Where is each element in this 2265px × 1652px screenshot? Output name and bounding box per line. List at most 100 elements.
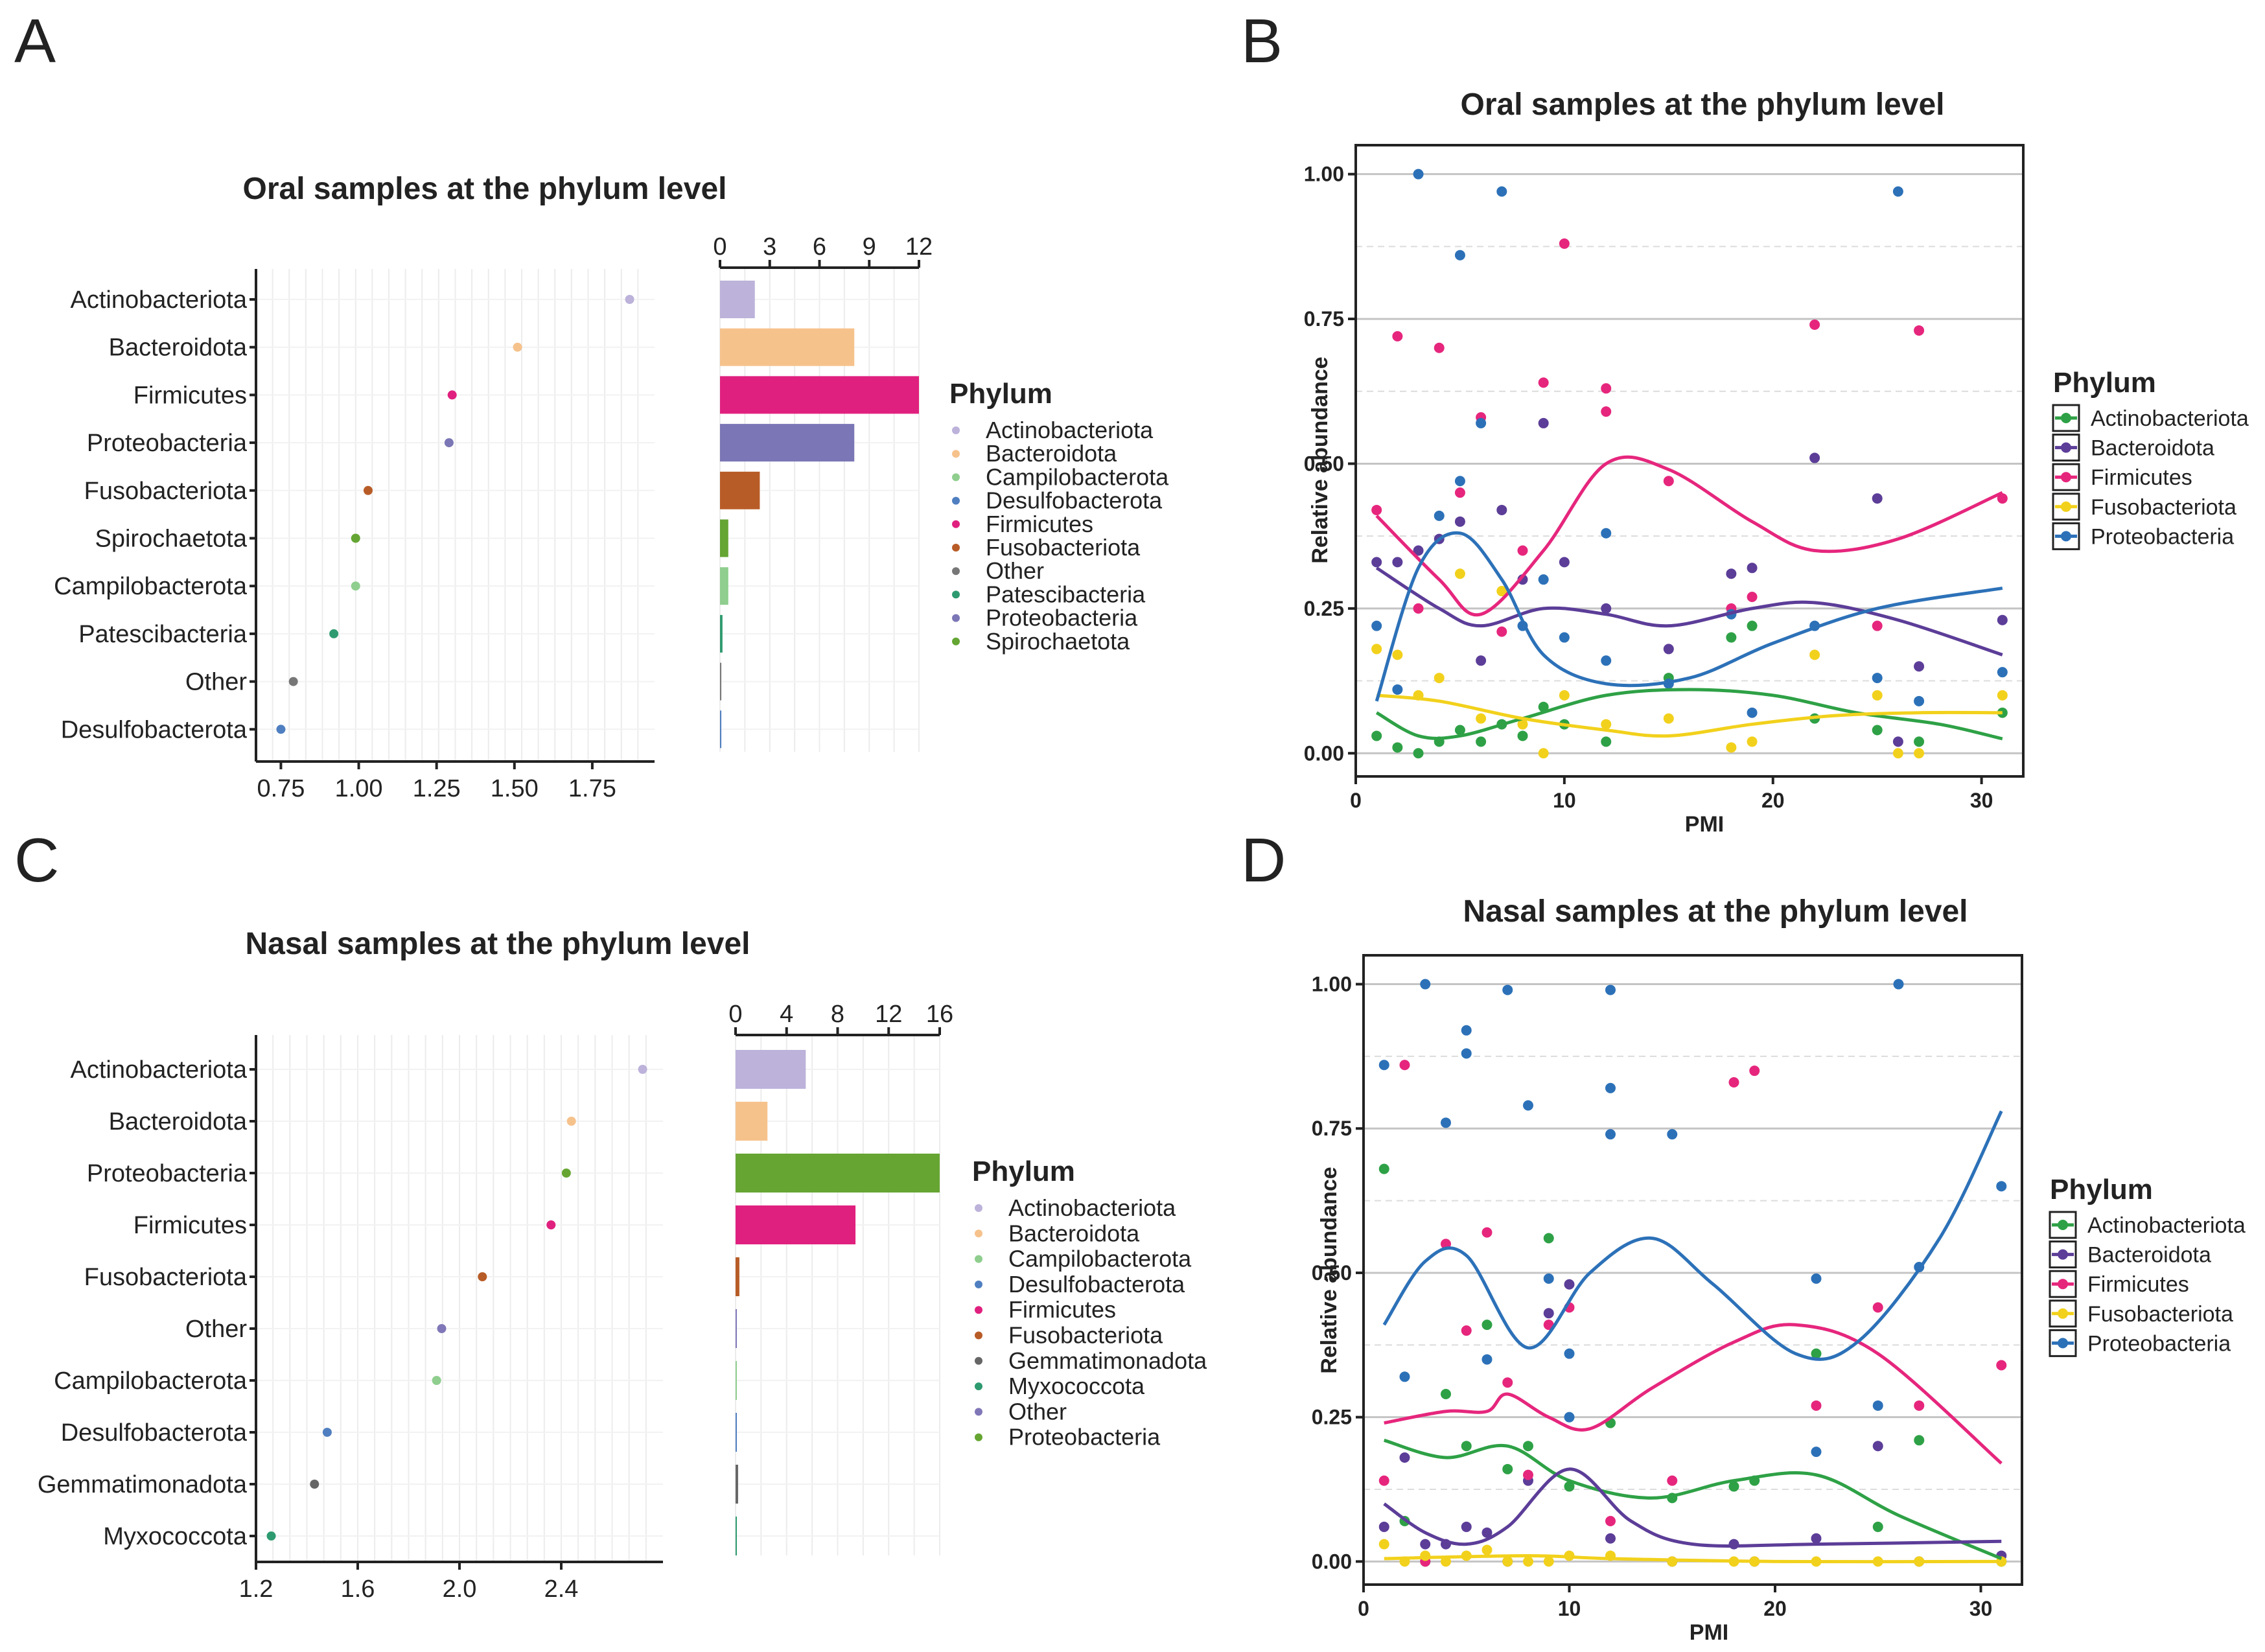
ts-point-firmicutes [1747,591,1758,602]
bar-campilobacterota [720,567,728,605]
ts-point-firmicutes [1399,1060,1410,1071]
ts-legend-dot-proteobacteria [2058,1338,2068,1349]
ts-point-bacteroidota [1726,568,1737,579]
ts-y-tick-label: 0.75 [1304,307,1344,331]
legend-key-campilobacterota [952,473,960,482]
ts-point-fusobacteriota [1543,1556,1554,1567]
ts-point-fusobacteriota [1892,748,1903,759]
ts-y-tick-label: 0.50 [1312,1261,1352,1285]
ts-point-fusobacteriota [1392,649,1403,660]
bar-x-tick-label: 16 [926,1001,953,1028]
ts-point-actinobacteriota [1872,725,1883,736]
ts-point-firmicutes [1392,331,1403,342]
ts-point-bacteroidota [1747,563,1758,574]
ts-point-bacteroidota [1420,1539,1431,1550]
ts-point-firmicutes [1667,1475,1678,1486]
ts-point-firmicutes [1872,620,1883,631]
ts-smooth-bacteroidota [1383,1467,2002,1548]
dot-category-label-actinobacteriota: Actinobacteriota [71,1056,248,1084]
legend-label-campilobacterota: Campilobacterota [1008,1246,1192,1272]
panel-label-a: A [14,6,56,76]
ts-point-firmicutes [1517,545,1528,556]
ts-point-proteobacteria [1872,673,1883,684]
panel-d-xlabel: PMI [1690,1620,1728,1645]
ts-point-actinobacteriota [1914,1435,1925,1446]
ts-point-fusobacteriota [1517,719,1528,730]
ts-x-tick-label: 10 [1553,789,1576,812]
ts-point-proteobacteria [1399,1371,1410,1382]
bar-gemmatimonadota [736,1465,738,1504]
legend-label-bacteroidota: Bacteroidota [1008,1220,1140,1246]
ts-point-firmicutes [1996,1360,2007,1371]
ts-point-actinobacteriota [1441,1389,1451,1400]
ts-point-bacteroidota [1872,1441,1883,1452]
ts-point-bacteroidota [1543,1308,1554,1319]
panel-label-c: C [14,826,59,895]
ts-smooth-actinobacteriota [1384,1438,2003,1561]
legend-title: Phylum [949,378,1052,410]
ts-point-actinobacteriota [1476,736,1487,747]
dot-point-campilobacterota [351,581,360,591]
ts-point-actinobacteriota [1461,1441,1472,1452]
ts-legend-title: Phylum [2053,367,2156,399]
legend-label-proteobacteria: Proteobacteria [1008,1424,1161,1450]
ts-point-fusobacteriota [1809,649,1820,660]
ts-point-fusobacteriota [1476,713,1487,724]
ts-point-bacteroidota [1914,661,1925,672]
ts-point-bacteroidota [1997,614,2008,625]
ts-plot-frame [1362,954,2023,1586]
legend-label-actinobacteriota: Actinobacteriota [986,417,1154,443]
ts-smooth-bacteroidota [1375,566,2003,657]
bar-bacteroidota [720,328,855,366]
ts-y-tick-label: 0.25 [1312,1406,1352,1429]
ts-smooth-fusobacteriota [1384,1553,2002,1564]
bar-actinobacteriota [720,281,755,318]
ts-smooth-proteobacteria [1375,531,2003,702]
ts-point-actinobacteriota [1454,725,1465,736]
bar-x-tick-label: 4 [780,1001,793,1028]
ts-legend-dot-fusobacteriota [2058,1308,2068,1319]
ts-plot-frame [1354,144,2025,778]
dot-point-patescibacteria [329,629,339,638]
ts-point-bacteroidota [1605,1533,1616,1544]
ts-legend-label-firmicutes: Firmicutes [2091,465,2192,490]
ts-point-bacteroidota [1809,452,1820,463]
ts-point-actinobacteriota [1371,730,1382,741]
ts-y-tick-label: 0.75 [1312,1117,1352,1140]
ts-point-fusobacteriota [1481,1544,1493,1555]
ts-point-proteobacteria [1811,1447,1822,1458]
ts-point-fusobacteriota [1601,719,1612,730]
panel-label-d: D [1241,826,1286,895]
ts-point-bacteroidota [1378,1521,1389,1532]
legend-key-actinobacteriota [952,426,960,434]
ts-legend-dot-bacteroidota [2058,1249,2068,1260]
ts-point-proteobacteria [1420,979,1431,990]
ts-point-firmicutes [1538,377,1549,388]
ts-point-proteobacteria [1605,1082,1616,1093]
ts-point-fusobacteriota [1872,690,1883,701]
dot-category-label-firmicutes: Firmicutes [134,382,247,409]
dot-point-fusobacteriota [363,485,373,495]
ts-point-actinobacteriota [1523,1441,1533,1452]
ts-point-fusobacteriota [1914,748,1925,759]
dot-point-desulfobacterota [322,1428,332,1437]
ts-point-bacteroidota [1371,557,1382,568]
legend-key-campilobacterota [975,1255,982,1263]
ts-point-proteobacteria [1997,667,2008,678]
ts-point-fusobacteriota [1523,1556,1533,1567]
legend-key-other [975,1408,982,1416]
ts-point-proteobacteria [1392,684,1403,695]
dot-category-label-campilobacterota: Campilobacterota [54,573,248,600]
ts-point-fusobacteriota [1454,568,1465,579]
dot-category-label-desulfobacterota: Desulfobacterota [61,716,248,743]
ts-y-tick-label: 1.00 [1312,973,1352,996]
legend-key-fusobacteriota [975,1331,982,1340]
dot-category-label-myxococcota: Myxococcota [103,1523,248,1550]
legend-label-actinobacteriota: Actinobacteriota [1008,1194,1176,1221]
ts-point-actinobacteriota [1728,1481,1739,1492]
ts-legend-label-firmicutes: Firmicutes [2087,1272,2189,1297]
ts-point-proteobacteria [1996,1181,2007,1192]
bar-firmicutes [736,1205,856,1244]
legend-label-proteobacteria: Proteobacteria [986,605,1138,631]
ts-smooth-proteobacteria [1382,1110,2003,1361]
